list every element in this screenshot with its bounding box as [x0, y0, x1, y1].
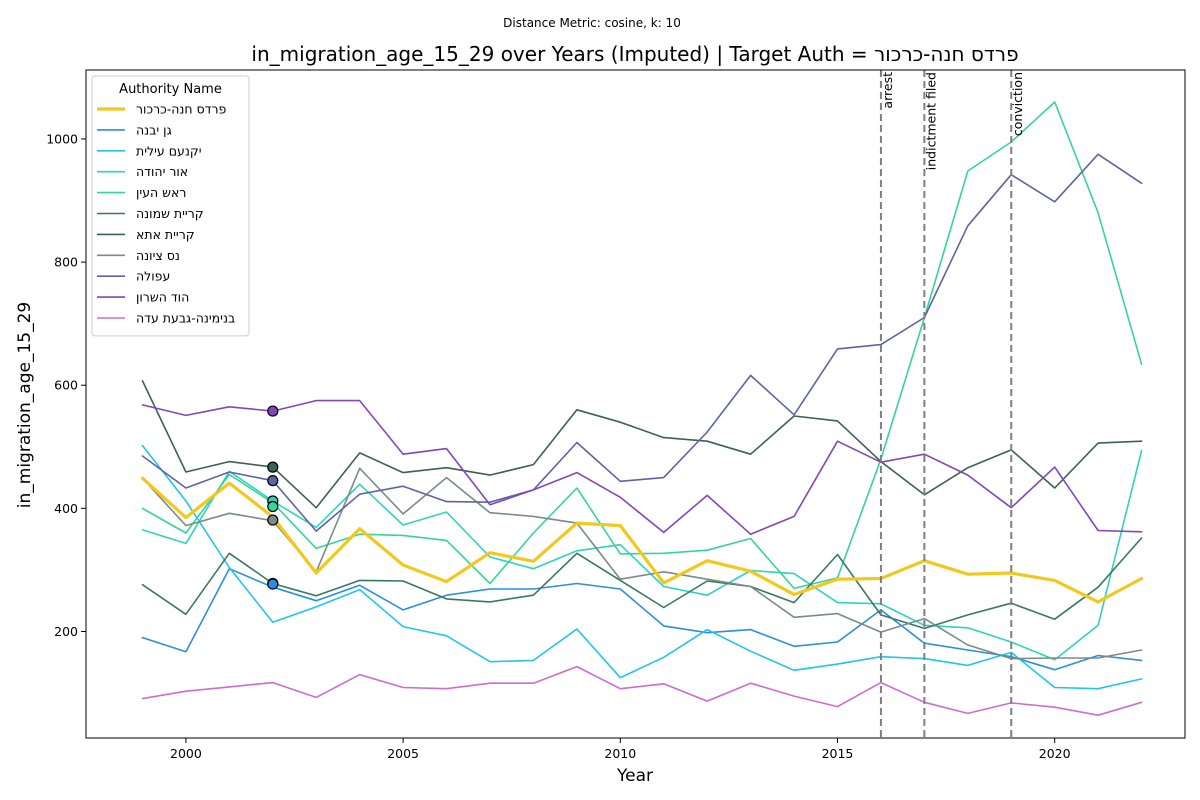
series-line-8	[141, 467, 1143, 660]
legend-label-5: ראש העין	[136, 185, 186, 200]
x-tick-label-3: 2010	[604, 746, 636, 761]
legend-label-3: יקנעם עילית	[136, 143, 202, 158]
y-tick-label-5: 1000	[46, 131, 78, 146]
x-tick-label-4: 2015	[822, 746, 854, 761]
legend-label-10: הוד השרון	[136, 290, 189, 305]
legend-label-6: קריית שמונה	[136, 206, 204, 221]
series-line-9	[141, 153, 1143, 532]
x-tick-label-5: 2020	[1039, 746, 1071, 761]
y-tick-label-2: 400	[54, 501, 78, 516]
legend-label-4: אור יהודה	[136, 164, 188, 179]
legend-label-1: פרדס חנה-כרכור	[136, 102, 227, 117]
highlight-point-6	[267, 514, 279, 526]
highlight-point-1	[267, 405, 279, 417]
x-axis-label: Year	[616, 766, 653, 786]
series-line-2	[141, 567, 1143, 671]
event-label-3: conviction	[1010, 72, 1025, 136]
series-line-10	[141, 399, 1143, 536]
legend-label-2: גן יבנה	[136, 122, 172, 137]
x-tick-label-2: 2005	[387, 746, 419, 761]
series-lines	[140, 101, 1144, 717]
x-tick-label-1: 2000	[170, 746, 202, 761]
legend-box	[91, 75, 250, 337]
plot-frame	[85, 69, 1186, 739]
highlight-point-3	[267, 475, 279, 487]
chart-title: in_migration_age_15_29 over Years (Imput…	[251, 42, 1018, 66]
y-tick-label-3: 600	[54, 378, 78, 393]
legend: Authority Name פרדס חנה-כרכור גן יבנה יקנעם…	[91, 75, 250, 337]
y-tick-label-1: 200	[54, 624, 78, 639]
legend-label-8: נס ציונה	[136, 248, 180, 263]
y-tick-label-4: 800	[54, 255, 78, 270]
series-line-7	[141, 380, 1143, 509]
event-label-1: arrest	[880, 72, 895, 109]
chart-suptitle: Distance Metric: cosine, k: 10	[503, 16, 681, 30]
highlight-point-5	[267, 500, 279, 513]
legend-label-9: עפולה	[136, 269, 170, 284]
legend-label-7: קריית אתא	[136, 227, 195, 242]
highlight-point-8	[267, 578, 279, 590]
series-line-3	[141, 444, 1143, 690]
highlight-point-2	[267, 461, 279, 473]
event-label-2: indictment filed	[923, 72, 938, 170]
series-line-1	[140, 476, 1144, 604]
legend-label-11: בנימינה-גבעת עדה	[136, 311, 235, 326]
series-line-6	[141, 537, 1143, 630]
legend-title: Authority Name	[119, 82, 222, 97]
series-line-11	[141, 665, 1143, 717]
plot-area: arrest indictment filed conviction 2000 2005…	[46, 69, 1186, 761]
y-axis-label: in_migration_age_15_29	[15, 302, 35, 508]
